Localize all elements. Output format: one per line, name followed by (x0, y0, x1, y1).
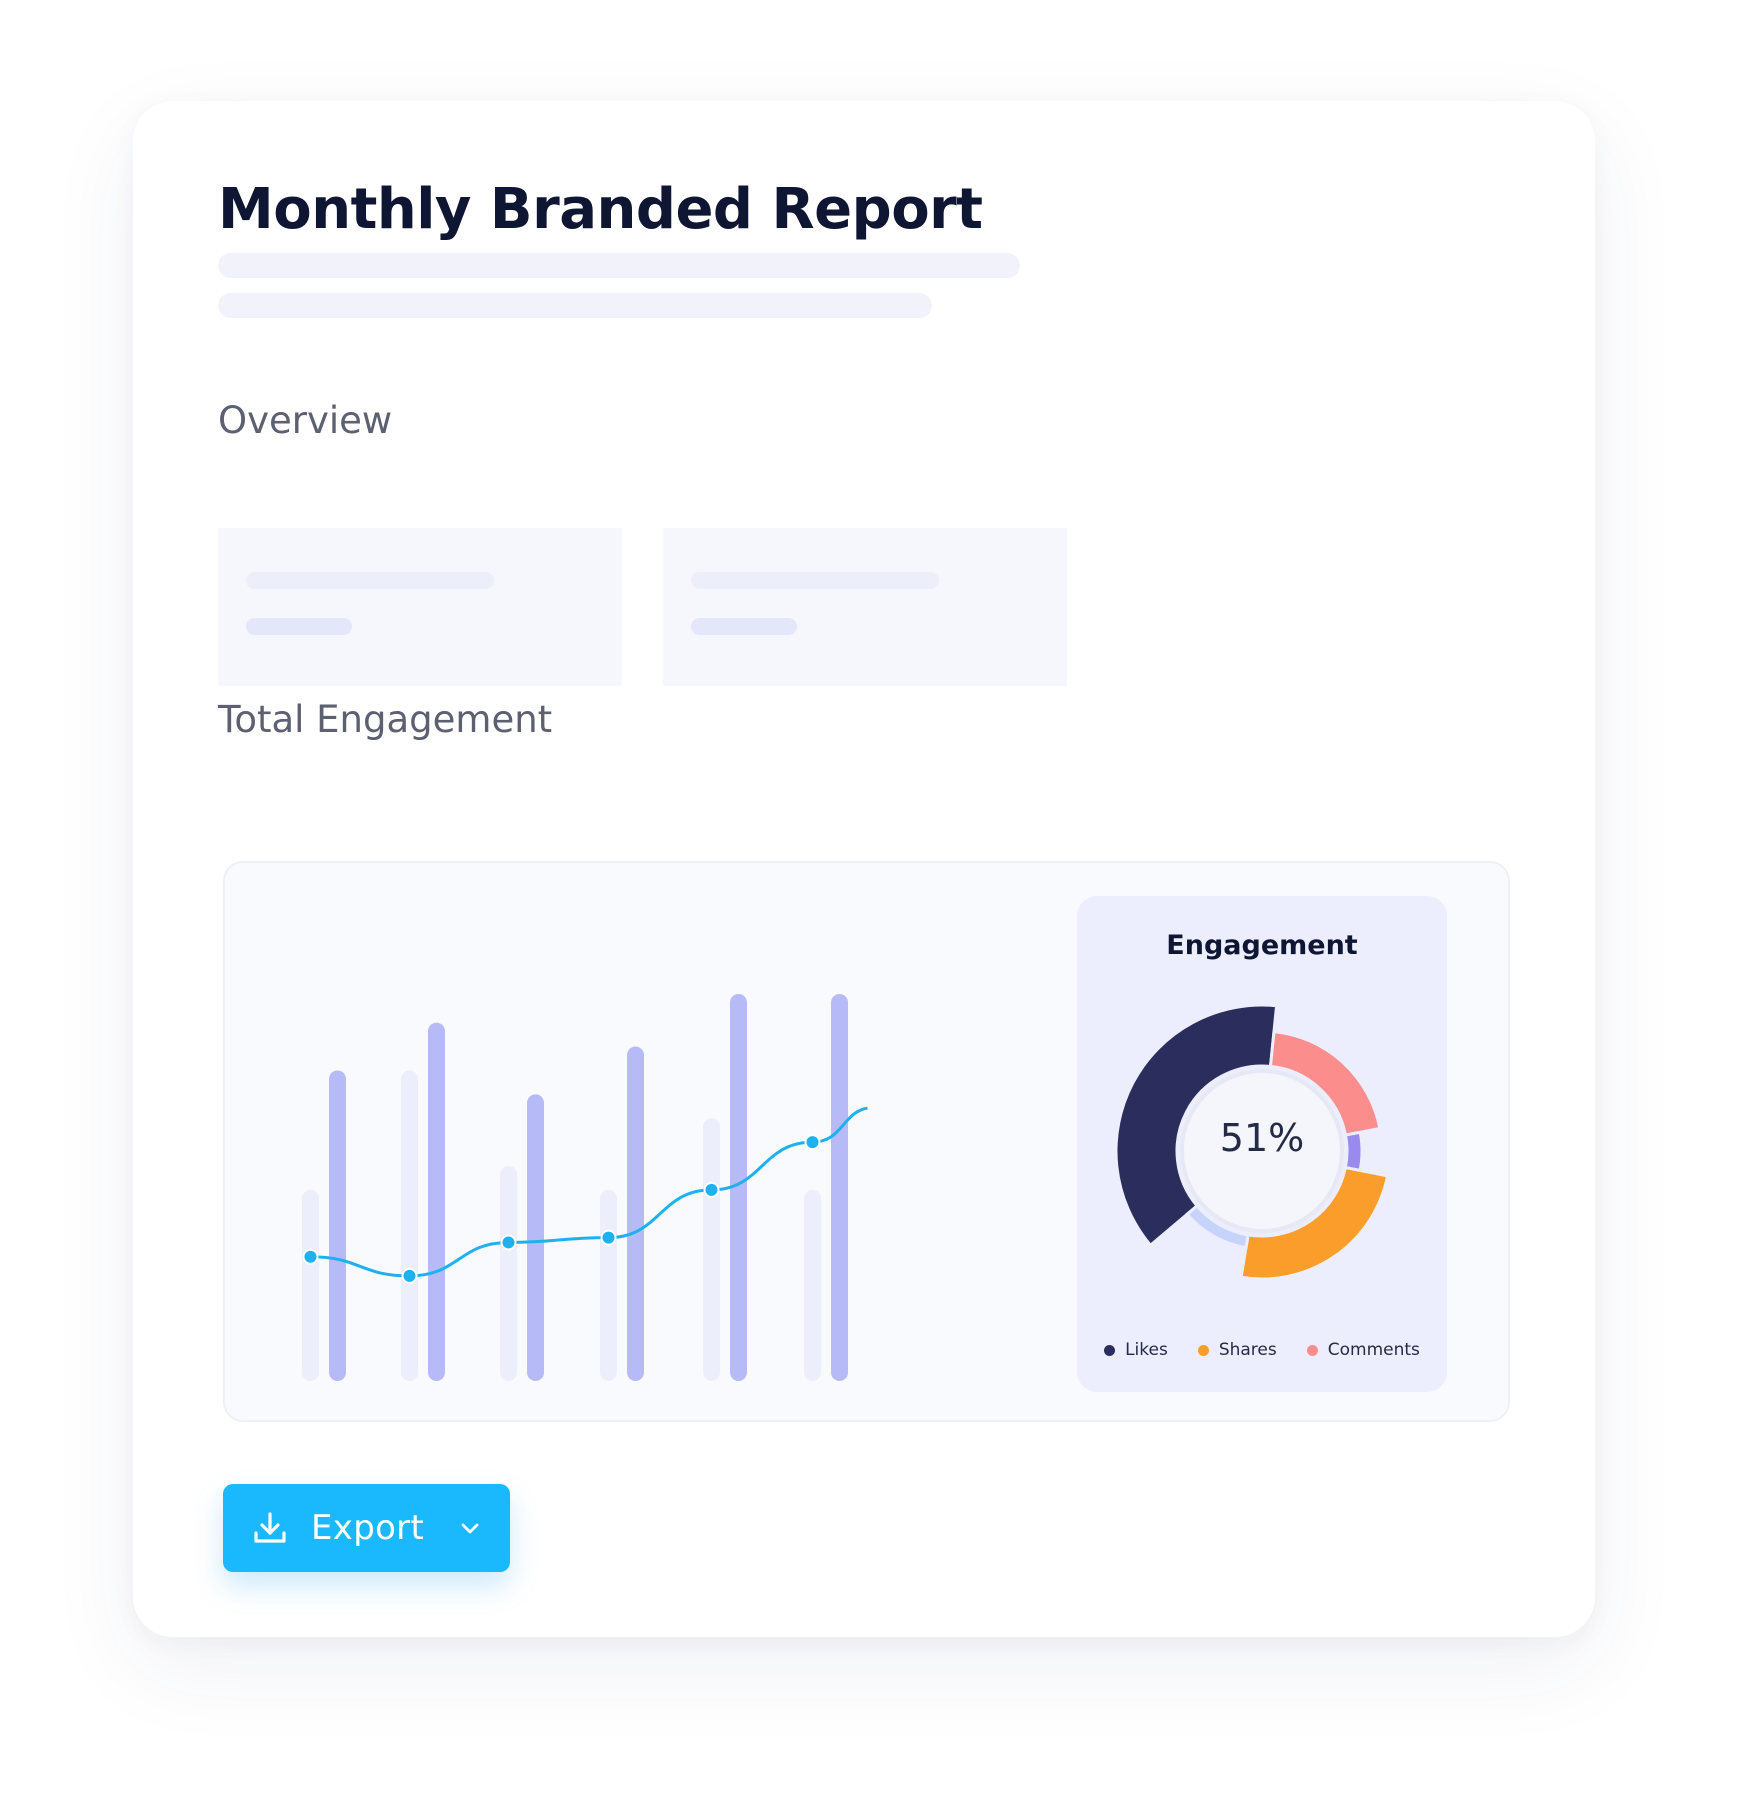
engagement-donut-card: Engagement 51% Likes Shares Comments (1077, 896, 1447, 1392)
engagement-donut-chart (1114, 1003, 1390, 1281)
donut-slice-other (1185, 1203, 1250, 1250)
donut-slice-comments (1268, 1029, 1382, 1137)
total-engagement-heading: Total Engagement (218, 698, 553, 741)
legend-label: Comments (1327, 1340, 1420, 1360)
export-button[interactable]: Export (223, 1484, 510, 1572)
trend-point (703, 1181, 720, 1198)
donut-center (1180, 1069, 1344, 1233)
export-label: Export (311, 1508, 425, 1548)
overview-card (218, 528, 622, 686)
donut-slice-likes (1114, 1003, 1279, 1248)
bar-secondary (804, 1189, 821, 1381)
overview-heading: Overview (218, 399, 393, 442)
engagement-chart-panel: Engagement 51% Likes Shares Comments (223, 861, 1510, 1422)
legend-dot-comments (1306, 1344, 1318, 1356)
engagement-trend-line (310, 1106, 868, 1278)
trend-point (302, 1248, 319, 1265)
legend-dot-shares (1197, 1344, 1209, 1356)
donut-title: Engagement (1166, 930, 1358, 961)
bar-secondary (500, 1166, 517, 1381)
chevron-down-icon[interactable] (458, 1516, 482, 1540)
bar-primary (730, 994, 747, 1381)
trend-point (600, 1229, 617, 1246)
overview-card-placeholder (691, 572, 939, 589)
bar-secondary (302, 1189, 319, 1381)
donut-center-value: 51% (1219, 1116, 1305, 1160)
trend-point (500, 1234, 517, 1251)
bar-primary (527, 1094, 544, 1381)
legend-label: Likes (1125, 1340, 1168, 1360)
trend-point (401, 1267, 418, 1284)
donut-legend: Likes Shares Comments (1077, 1340, 1447, 1360)
overview-card (663, 528, 1067, 686)
bar-primary (428, 1022, 445, 1381)
bar-secondary (600, 1189, 617, 1381)
legend-dot-likes (1104, 1344, 1116, 1356)
overview-card-placeholder (691, 618, 797, 635)
overview-card-placeholder (246, 618, 352, 635)
download-icon (254, 1512, 286, 1543)
bar-primary (831, 994, 848, 1381)
overview-card-placeholder (246, 572, 494, 589)
description-placeholder-line (218, 293, 932, 318)
bar-primary (329, 1070, 346, 1381)
report-card: Monthly Branded Report Overview Total En… (133, 101, 1595, 1637)
legend-item-shares: Shares (1197, 1340, 1277, 1360)
legend-item-comments: Comments (1306, 1340, 1420, 1360)
bar-secondary (703, 1118, 720, 1381)
bar-secondary (401, 1070, 418, 1381)
page-title: Monthly Branded Report (218, 177, 983, 242)
description-placeholder-line (218, 253, 1020, 278)
trend-point (804, 1134, 821, 1151)
legend-item-likes: Likes (1104, 1340, 1168, 1360)
donut-slice-shares (1239, 1165, 1390, 1281)
bar-primary (627, 1046, 644, 1381)
legend-label: Shares (1218, 1340, 1277, 1360)
engagement-bar-chart (302, 994, 868, 1381)
